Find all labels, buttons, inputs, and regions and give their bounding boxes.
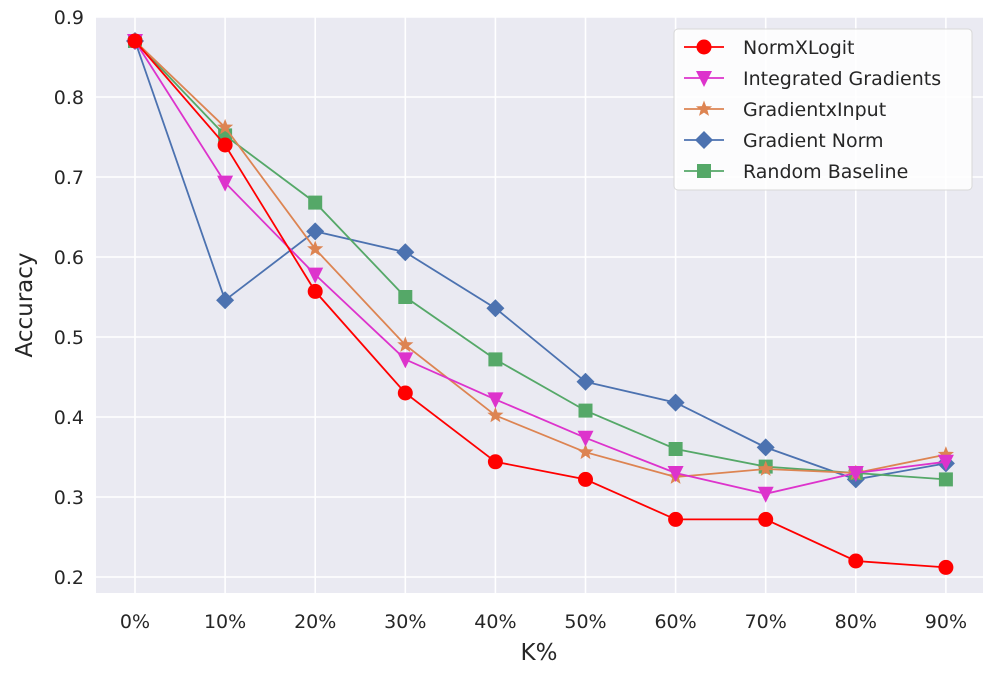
data-point: [938, 472, 953, 487]
y-tick-label: 0.8: [54, 87, 84, 109]
x-axis-label: K%: [521, 640, 558, 666]
data-point: [667, 466, 684, 482]
data-point: [488, 352, 503, 367]
data-point: [487, 454, 503, 470]
legend-marker: [697, 164, 711, 178]
data-point: [308, 195, 323, 210]
series-line: [134, 40, 947, 478]
data-point: [398, 290, 413, 304]
y-tick-label: 0.9: [54, 7, 84, 29]
x-tick-label: 70%: [745, 611, 787, 633]
data-point: [757, 460, 774, 476]
data-point: [487, 392, 504, 409]
y-tick-label: 0.2: [54, 567, 84, 589]
x-tick-label: 40%: [474, 611, 516, 633]
data-point: [578, 471, 593, 487]
data-point: [306, 222, 325, 241]
x-tick-label: 30%: [384, 611, 426, 633]
data-point: [668, 442, 683, 456]
data-point: [397, 385, 413, 401]
legend-item: NormXLogit: [684, 37, 855, 59]
data-point: [938, 559, 954, 575]
data-point: [937, 446, 954, 462]
series-line: [134, 40, 946, 569]
y-tick-label: 0.4: [54, 407, 84, 429]
legend-item: Gradient Norm: [684, 130, 884, 152]
data-point: [217, 175, 234, 192]
legend-item: Integrated Gradients: [684, 68, 941, 90]
series-normxlogit: [127, 33, 954, 575]
data-point: [396, 243, 415, 262]
data-point: [666, 393, 685, 412]
data-point: [307, 240, 324, 256]
legend-marker: [695, 100, 713, 116]
x-tick-label: 20%: [294, 611, 336, 633]
data-point: [217, 118, 234, 135]
x-tick-label: 0%: [120, 611, 150, 633]
legend-label: GradientxInput: [743, 99, 886, 121]
legend-item: GradientxInput: [684, 99, 886, 121]
legend-item: Random Baseline: [684, 161, 908, 183]
series-layer: [126, 32, 955, 575]
y-tick-label: 0.7: [54, 167, 84, 189]
data-point: [216, 291, 235, 310]
legend-marker: [695, 131, 713, 149]
data-point: [307, 267, 324, 284]
legend: NormXLogit Integrated Gradients GradientxI…: [673, 28, 973, 191]
data-point: [756, 438, 775, 457]
data-point: [397, 336, 414, 352]
data-point: [487, 406, 504, 423]
data-point: [577, 430, 594, 447]
data-point: [127, 33, 143, 49]
tick-labels: 0% 10% 20% 30% 40% 50% 60% 70% 80% 90% 0.2 0.3 0.4 0.…: [54, 7, 967, 633]
x-tick-label: 50%: [564, 611, 606, 633]
data-point: [307, 283, 323, 299]
data-point: [668, 511, 684, 527]
data-point: [757, 486, 774, 503]
data-point: [578, 403, 593, 418]
data-point: [848, 553, 864, 569]
legend-marker: [696, 71, 712, 87]
legend-marker: [696, 39, 712, 55]
data-point: [486, 299, 505, 318]
data-point: [397, 352, 414, 369]
x-tick-label: 80%: [835, 611, 877, 633]
data-point: [577, 443, 594, 460]
data-point: [937, 454, 954, 471]
series-line: [134, 40, 947, 481]
data-point: [758, 511, 774, 527]
legend-label: Integrated Gradients: [743, 68, 941, 90]
y-tick-label: 0.5: [54, 327, 84, 349]
x-tick-label: 60%: [654, 611, 696, 633]
y-tick-label: 0.3: [54, 487, 84, 509]
data-point: [217, 137, 233, 153]
legend-label: Gradient Norm: [743, 130, 884, 152]
x-tick-label: 90%: [925, 611, 967, 633]
series-line: [134, 40, 947, 495]
legend-label: Random Baseline: [743, 161, 908, 183]
series-line: [134, 40, 946, 481]
data-point: [576, 372, 595, 391]
x-tick-label: 10%: [204, 611, 246, 633]
legend-box: [673, 28, 973, 191]
y-axis-label: Accuracy: [12, 252, 38, 357]
legend-label: NormXLogit: [743, 37, 855, 59]
y-tick-label: 0.6: [54, 247, 84, 269]
data-point: [847, 466, 864, 482]
